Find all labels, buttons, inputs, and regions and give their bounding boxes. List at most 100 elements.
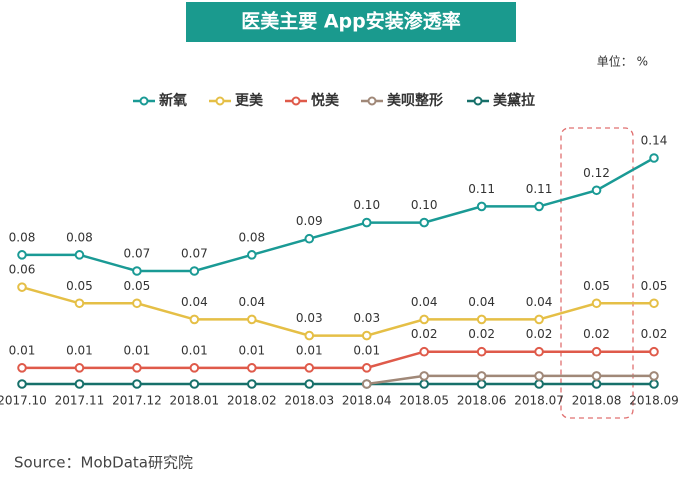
legend-marker	[473, 96, 483, 106]
series-line	[366, 374, 654, 386]
data-label: 0.07	[181, 247, 208, 261]
point	[419, 379, 429, 389]
data-label: 0.04	[181, 295, 208, 309]
point	[17, 363, 27, 373]
data-label: 0.07	[124, 247, 151, 261]
point	[534, 346, 544, 357]
point	[189, 363, 200, 373]
point	[361, 330, 372, 341]
data-label: 0.01	[66, 343, 93, 357]
point	[304, 379, 315, 389]
point	[361, 217, 372, 228]
point	[189, 379, 200, 389]
point	[361, 363, 372, 373]
point	[476, 371, 487, 381]
data-label: 0.11	[526, 182, 553, 196]
data-label: 0.04	[526, 295, 553, 309]
x-tick-label: 2018.06	[457, 394, 507, 408]
point	[534, 379, 544, 389]
point	[649, 153, 659, 163]
x-tick-label: 2018.09	[629, 394, 679, 408]
x-tick-label: 2017.10	[0, 394, 47, 408]
data-label: 0.10	[353, 198, 380, 212]
point	[17, 282, 27, 292]
point	[132, 379, 142, 389]
data-label: 0.08	[66, 230, 93, 244]
point	[74, 298, 85, 309]
x-tick-label: 2018.08	[572, 394, 622, 408]
point	[132, 266, 142, 276]
data-label: 0.08	[238, 230, 265, 244]
data-label: 0.01	[124, 343, 151, 357]
point	[534, 371, 544, 381]
data-label: 0.11	[468, 182, 495, 196]
legend-marker	[291, 96, 301, 106]
x-tick-label: 2018.02	[227, 394, 277, 408]
data-label: 0.01	[181, 343, 208, 357]
point	[591, 371, 602, 381]
point	[476, 201, 487, 212]
point	[189, 266, 200, 276]
source: Source：MobData研究院	[14, 454, 193, 472]
point	[17, 250, 27, 260]
point	[74, 379, 85, 389]
legend-label: 悦美	[311, 92, 340, 109]
data-label: 0.10	[411, 198, 438, 212]
point	[419, 346, 429, 357]
x-tick-label: 2017.12	[112, 394, 162, 408]
point	[361, 379, 372, 389]
data-label: 0.04	[238, 295, 265, 309]
x-tick-label: 2018.07	[514, 394, 564, 408]
data-label: 0.03	[296, 311, 323, 325]
point	[649, 346, 659, 357]
point	[419, 371, 429, 381]
point	[247, 379, 257, 389]
data-label: 0.04	[468, 295, 495, 309]
point	[591, 379, 602, 389]
point	[17, 379, 27, 389]
x-tick-label: 2018.04	[342, 394, 392, 408]
point	[304, 233, 315, 244]
x-tick-label: 2018.05	[399, 394, 449, 408]
x-tick-label: 2018.03	[284, 394, 334, 408]
data-label: 0.05	[583, 279, 610, 293]
point	[419, 314, 429, 325]
point	[649, 298, 659, 309]
point	[189, 314, 200, 325]
data-label: 0.02	[583, 327, 610, 341]
legend-marker	[215, 96, 225, 106]
data-label: 0.05	[66, 279, 93, 293]
data-label: 0.01	[238, 343, 265, 357]
data-label: 0.12	[583, 166, 610, 180]
x-tick-label: 2017.11	[55, 394, 105, 408]
data-label: 0.04	[411, 295, 438, 309]
legend-label: 美黛拉	[493, 92, 535, 109]
point	[476, 314, 487, 325]
point	[476, 346, 487, 357]
data-label: 0.05	[124, 279, 151, 293]
data-label: 0.02	[526, 327, 553, 341]
point	[247, 314, 257, 325]
title-banner	[186, 2, 516, 42]
point	[247, 250, 257, 260]
legend-marker	[139, 96, 149, 106]
data-label: 0.01	[353, 343, 380, 357]
point	[247, 363, 257, 373]
point	[534, 201, 544, 212]
data-label: 0.08	[9, 230, 36, 244]
data-label: 0.02	[468, 327, 495, 341]
data-label: 0.05	[641, 279, 668, 293]
point	[591, 346, 602, 357]
series-line	[21, 285, 654, 337]
legend-label: 更美	[235, 92, 264, 109]
data-label: 0.02	[641, 327, 668, 341]
point	[304, 330, 315, 341]
point	[649, 379, 659, 389]
unit-label: 单位： %	[597, 54, 648, 69]
point	[132, 363, 142, 373]
point	[74, 250, 85, 260]
point	[534, 314, 544, 325]
highlight-box	[560, 127, 634, 419]
data-label: 0.06	[9, 263, 36, 277]
series-line	[22, 156, 655, 273]
